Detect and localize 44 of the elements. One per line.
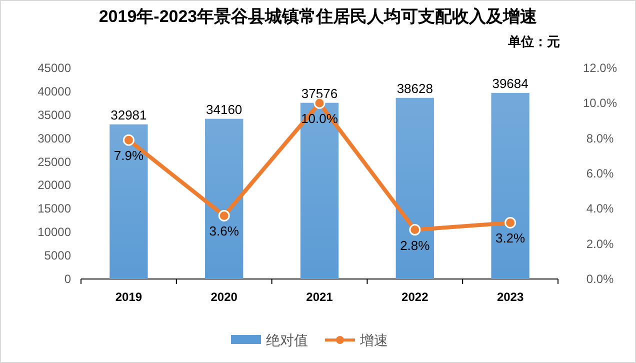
y-tick-label: 25000 bbox=[38, 154, 72, 169]
data-label: 3.6% bbox=[209, 224, 240, 239]
y-tick-label: 5000 bbox=[44, 248, 72, 263]
x-tick-label: 2022 bbox=[402, 290, 429, 304]
y2-tick-label: 10.0% bbox=[582, 96, 618, 110]
y-tick-label: 45000 bbox=[38, 61, 72, 75]
y2-tick-label: 0.0% bbox=[586, 272, 614, 286]
bar bbox=[491, 92, 530, 279]
bar bbox=[396, 98, 434, 279]
y2-tick-label: 12.0% bbox=[582, 61, 618, 75]
data-label: 32981 bbox=[110, 107, 147, 122]
point bbox=[122, 134, 134, 146]
y2-tick-label: 4.0% bbox=[586, 202, 614, 216]
y-tick-label: 35000 bbox=[38, 108, 72, 122]
legend-label: 绝对值 bbox=[266, 332, 308, 348]
x-tick-label: 2023 bbox=[496, 290, 524, 304]
x-tick-label: 2019 bbox=[115, 290, 142, 304]
y2-tick-label: 6.0% bbox=[586, 166, 614, 180]
bar bbox=[205, 118, 244, 279]
x-tick-label: 2021 bbox=[306, 290, 334, 304]
data-label: 2.8% bbox=[400, 238, 430, 253]
data-label: 39684 bbox=[492, 76, 528, 91]
bar bbox=[110, 124, 148, 279]
data-label: 37576 bbox=[301, 86, 338, 101]
point bbox=[504, 216, 516, 228]
legend-label: 增速 bbox=[359, 332, 388, 348]
y-tick-label: 15000 bbox=[38, 202, 72, 216]
chart-title: 2019年-2023年景谷县城镇常住居民人均可支配收入及增速 bbox=[98, 7, 538, 26]
point bbox=[218, 210, 230, 222]
y-tick-label: 10000 bbox=[38, 225, 72, 240]
data-label: 34160 bbox=[206, 102, 242, 117]
y-tick-label: 30000 bbox=[38, 131, 72, 146]
point bbox=[409, 224, 421, 236]
data-label: 3.2% bbox=[495, 230, 526, 246]
y2-tick-label: 2.0% bbox=[586, 236, 614, 251]
text: 单位：元 bbox=[507, 34, 560, 49]
y-tick-label: 20000 bbox=[38, 178, 72, 192]
x-tick-label: 2020 bbox=[210, 290, 238, 304]
data-label: 38628 bbox=[396, 80, 433, 96]
bar bbox=[300, 102, 339, 279]
y2-tick-label: 8.0% bbox=[586, 131, 614, 146]
y-tick-label: 40000 bbox=[38, 84, 72, 98]
data-label: 7.9% bbox=[114, 148, 144, 164]
y-tick-label: 0 bbox=[64, 272, 72, 286]
